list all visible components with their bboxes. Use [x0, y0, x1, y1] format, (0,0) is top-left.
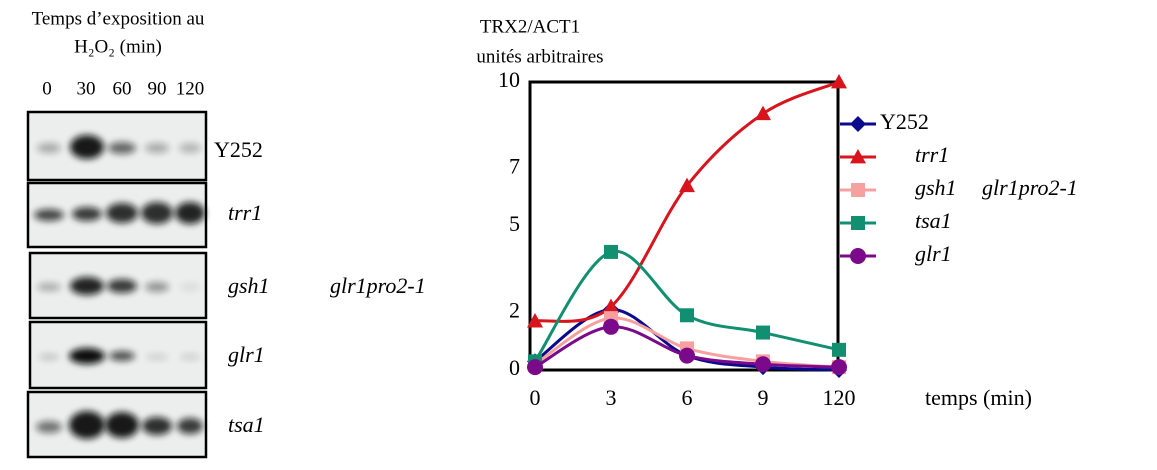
legend-label: Y252: [880, 109, 929, 134]
x-tick-label: 3: [606, 385, 617, 410]
marker: [756, 326, 770, 340]
marker: [755, 106, 771, 120]
marker: [680, 308, 694, 322]
x-tick-label: 6: [682, 385, 693, 410]
marker: [527, 359, 543, 375]
y-tick-label: 0: [509, 355, 520, 380]
y-tick-label: 5: [509, 211, 520, 236]
lane-label: 30: [77, 78, 96, 99]
legend-label: gsh1 glr1pro2-1: [915, 175, 1078, 200]
row-label: gsh1: [228, 273, 270, 298]
y-axis-title: TRX2/ACT1: [480, 16, 580, 37]
legend-label: tsa1: [915, 208, 952, 233]
lane-label: 120: [176, 78, 205, 99]
marker: [831, 359, 847, 375]
legend-label: trr1: [915, 142, 949, 167]
y-tick-label: 10: [498, 67, 520, 92]
line-chart: TRX2/ACT1 unités arbitraires temps (min)…: [476, 16, 1077, 410]
row-label: trr1: [228, 200, 262, 225]
blot-panel: Temps d’exposition au H₂O₂ (min) 0 30 60…: [28, 8, 426, 457]
marker: [604, 245, 618, 259]
y-tick-label: 7: [509, 153, 520, 178]
marker: [851, 216, 865, 230]
x-tick-label: 120: [823, 385, 856, 410]
y-tick-label: 2: [509, 297, 520, 322]
blot-title: Temps d’exposition au: [32, 8, 205, 29]
row-sublabel: glr1pro2-1: [330, 273, 426, 298]
row-label: glr1: [228, 342, 265, 367]
legend-label: glr1: [915, 241, 952, 266]
x-tick-label: 0: [530, 385, 541, 410]
marker: [832, 343, 846, 357]
x-axis-title: temps (min): [925, 385, 1032, 410]
y-axis-title: unités arbitraires: [476, 46, 603, 67]
row-label: Y252: [214, 137, 263, 162]
marker: [850, 248, 866, 264]
marker: [755, 356, 771, 372]
marker: [851, 183, 865, 197]
lane-label: 90: [148, 78, 167, 99]
figure: Temps d’exposition au H₂O₂ (min) 0 30 60…: [0, 0, 1157, 470]
row-label: tsa1: [228, 412, 265, 437]
blot-title: H₂O₂ (min): [74, 36, 162, 57]
marker: [603, 319, 619, 335]
x-tick-label: 9: [758, 385, 769, 410]
marker: [850, 116, 866, 132]
marker: [679, 348, 695, 364]
lane-label: 60: [113, 78, 132, 99]
lane-label: 0: [42, 78, 52, 99]
